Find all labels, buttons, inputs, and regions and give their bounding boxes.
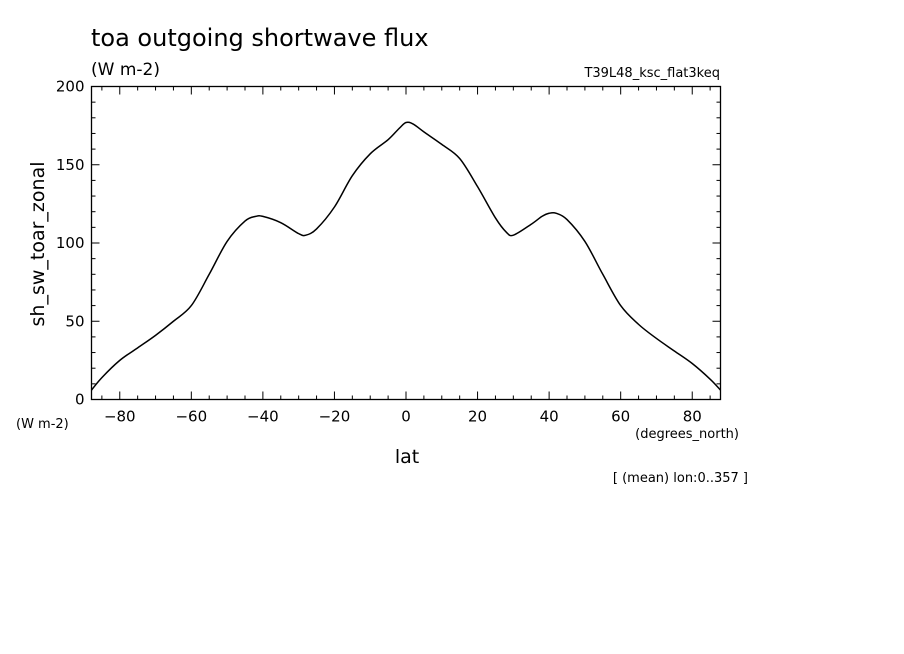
series-line — [90, 121, 722, 391]
x-tick-label: −60 — [175, 408, 207, 426]
x-axis-label: lat — [395, 446, 419, 468]
x-tick-label: 20 — [468, 408, 487, 426]
tick-labels: −80 −60 −40 −20 0 20 40 60 80 0 50 100 150 200 — [56, 78, 702, 426]
chart-title: toa outgoing shortwave flux — [91, 24, 429, 52]
footnote: [ (mean) lon:0..357 ] — [613, 471, 748, 486]
y-tick-label: 200 — [56, 78, 85, 96]
y-tick-label: 0 — [75, 391, 85, 409]
plot-frame — [90, 85, 722, 401]
y-tick-label: 50 — [65, 312, 84, 330]
y-units-label: (W m-2) — [16, 417, 69, 432]
y-axis-label: sh_sw_toar_zonal — [27, 162, 49, 327]
run-label: T39L48_ksc_flat3keq — [583, 66, 720, 81]
x-tick-label: −80 — [104, 408, 136, 426]
x-tick-label: 80 — [683, 408, 702, 426]
axis-ticks — [91, 86, 721, 400]
chart-subtitle: (W m-2) — [91, 60, 160, 80]
x-tick-label: 0 — [401, 408, 411, 426]
x-tick-label: −40 — [247, 408, 279, 426]
x-tick-label: −20 — [319, 408, 351, 426]
x-tick-label: 60 — [611, 408, 630, 426]
x-units-label: (degrees_north) — [635, 427, 739, 442]
y-tick-label: 150 — [56, 156, 85, 174]
y-tick-label: 100 — [56, 234, 85, 252]
x-tick-label: 40 — [540, 408, 559, 426]
